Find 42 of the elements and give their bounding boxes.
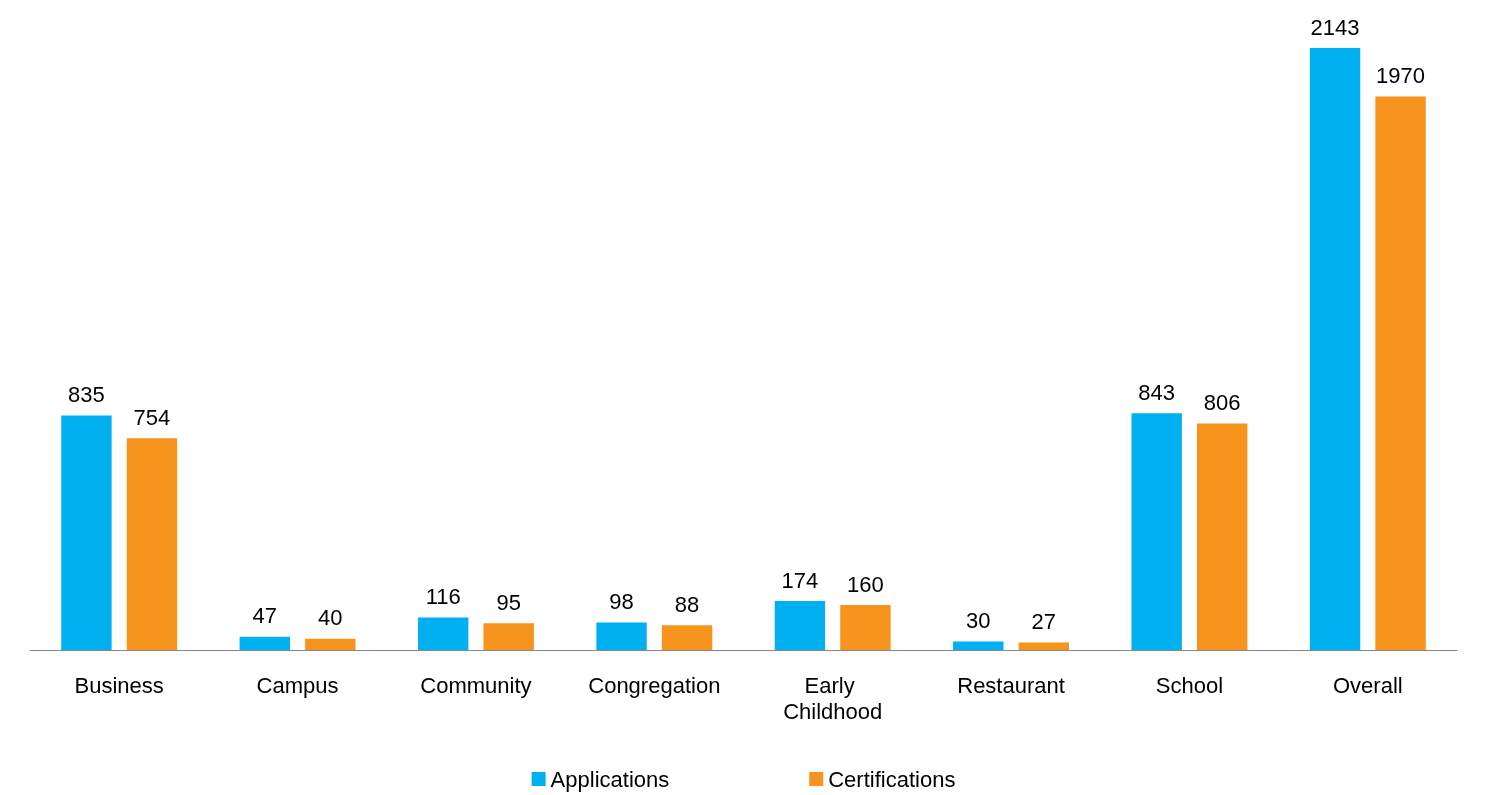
bar (126, 438, 178, 650)
x-tick-label: Campus (256, 672, 339, 698)
data-label: 40 (318, 605, 343, 631)
x-tick-label: Restaurant (957, 672, 1065, 698)
bar (61, 415, 112, 650)
bar (840, 605, 891, 650)
data-label: 160 (847, 571, 884, 597)
x-tick-label: Congregation (588, 672, 721, 698)
bar (417, 617, 469, 650)
bar (1131, 413, 1182, 650)
data-label: 843 (1138, 379, 1176, 405)
data-label: 754 (133, 404, 171, 430)
bar (1375, 96, 1426, 650)
data-label: 806 (1203, 390, 1241, 416)
bar (661, 625, 713, 650)
bar (1309, 48, 1361, 650)
data-label: 174 (781, 567, 819, 593)
bar (953, 641, 1004, 650)
legend-label: Applications (550, 766, 670, 792)
data-label: 27 (1031, 608, 1057, 634)
data-label: 88 (674, 591, 700, 617)
x-tick-label: Early Childhood (783, 672, 883, 724)
bar (596, 622, 647, 650)
data-label: 30 (966, 608, 991, 634)
data-label: 47 (252, 603, 278, 629)
x-tick-label: Community (420, 672, 532, 698)
bar (239, 636, 290, 650)
x-tick-label: Overall (1332, 672, 1403, 698)
bar (483, 623, 534, 650)
data-label: 2143 (1310, 14, 1360, 40)
data-label: 98 (609, 588, 634, 614)
bar (1018, 642, 1070, 650)
legend-label: Certifications (828, 766, 956, 792)
bar (774, 601, 826, 650)
data-label: 835 (68, 381, 105, 407)
bar (1197, 423, 1248, 650)
data-label: 95 (496, 589, 521, 615)
bar (305, 638, 356, 650)
x-tick-label: Business (74, 672, 164, 698)
data-label: 1970 (1376, 63, 1426, 89)
x-tick-label: School (1155, 672, 1224, 698)
data-label: 116 (425, 583, 461, 609)
